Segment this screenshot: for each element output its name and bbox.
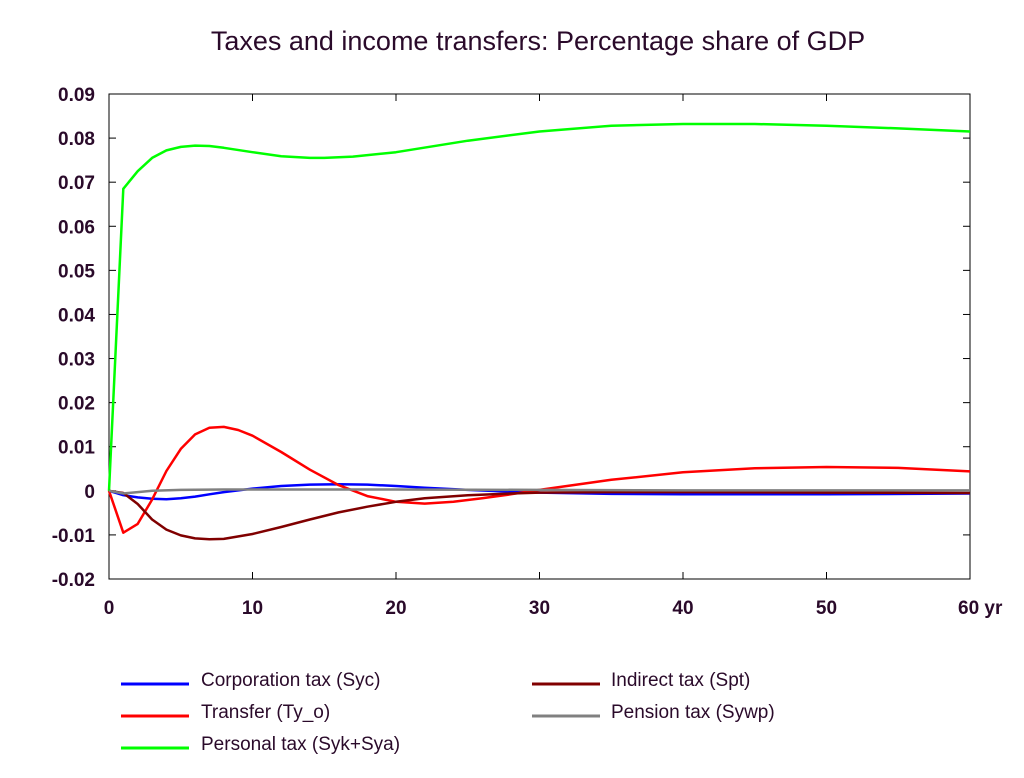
chart-title: Taxes and income transfers: Percentage s… (211, 26, 865, 56)
y-tick-label: 0 (84, 482, 95, 503)
legend-item: Transfer (Ty_o) (121, 702, 330, 723)
legend-label: Indirect tax (Spt) (611, 670, 750, 691)
plot-axes: -0.02 -0.01 0 0.01 0.02 0.03 0.04 0.05 0.06 0.07 0… (52, 85, 1003, 619)
x-tick-label: 0 (104, 598, 115, 619)
legend-label: Personal tax (Syk+Sya) (201, 734, 400, 755)
legend-item: Personal tax (Syk+Sya) (121, 734, 400, 755)
y-tick-label: 0.03 (58, 350, 95, 371)
legend-label: Corporation tax (Syc) (201, 670, 381, 691)
series-line-indirect-tax-spt (108, 489, 971, 541)
x-tick-label: 20 (385, 598, 406, 619)
y-tick-label: 0.08 (58, 129, 95, 150)
y-tick-label: -0.02 (52, 570, 95, 591)
legend-item: Pension tax (Sywp) (532, 702, 775, 723)
legend-label: Transfer (Ty_o) (201, 702, 330, 723)
series-line-pension-tax-sywp (108, 488, 970, 495)
x-tick-label: 60 yr (958, 598, 1003, 619)
x-tick-label: 50 (816, 598, 837, 619)
plot-series (107, 122, 971, 541)
x-tick-label: 40 (672, 598, 693, 619)
y-tick-label: 0.01 (58, 438, 95, 459)
y-tick-label: 0.06 (58, 217, 95, 238)
legend-item: Indirect tax (Spt) (532, 670, 750, 691)
legend-label: Pension tax (Sywp) (611, 702, 775, 723)
legend: Corporation tax (Syc) Indirect tax (Spt) T… (121, 670, 775, 755)
x-tick-label: 10 (242, 598, 263, 619)
y-tick-label: 0.02 (58, 394, 95, 415)
series-line-transfer-ty-o (107, 425, 971, 534)
series-line-personal-tax-syk-sya (107, 122, 971, 491)
plot-frame (108, 93, 971, 580)
y-tick-label: 0.07 (58, 173, 95, 194)
y-tick-label: -0.01 (52, 526, 96, 547)
legend-item: Corporation tax (Syc) (121, 670, 381, 691)
y-tick-label: 0.04 (58, 305, 95, 326)
y-tick-label: 0.05 (58, 261, 95, 282)
x-tick-label: 30 (529, 598, 550, 619)
y-tick-label: 0.09 (58, 85, 95, 106)
